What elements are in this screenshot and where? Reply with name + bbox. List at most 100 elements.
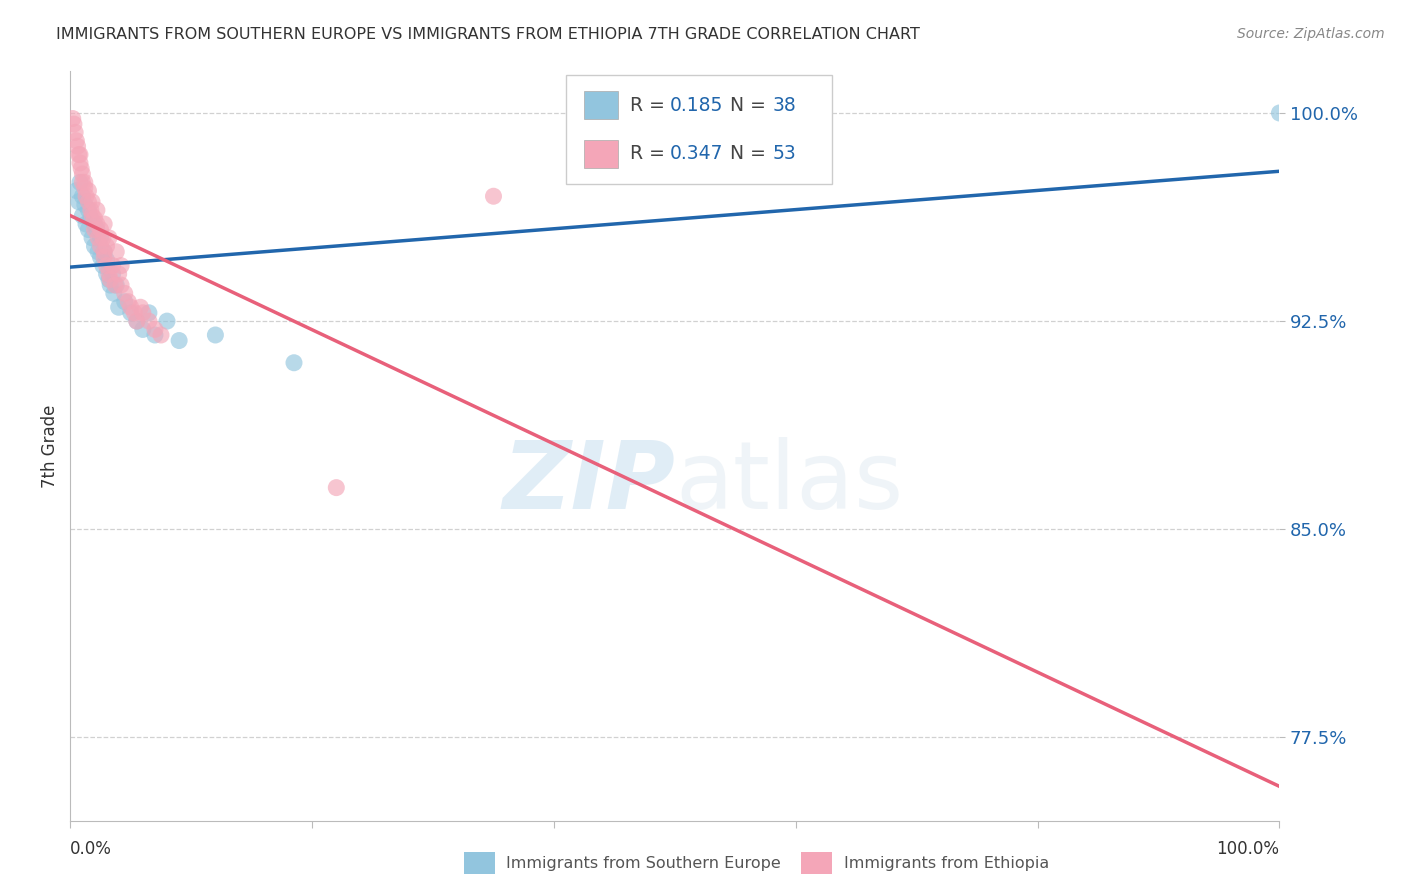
Point xyxy=(132,306,155,320)
Point xyxy=(73,197,96,211)
Point xyxy=(1268,106,1291,120)
Point xyxy=(77,203,100,218)
Text: Source: ZipAtlas.com: Source: ZipAtlas.com xyxy=(1237,27,1385,41)
FancyBboxPatch shape xyxy=(585,139,619,168)
Point xyxy=(90,222,111,236)
Point xyxy=(87,231,110,245)
Point xyxy=(98,278,121,293)
Text: 0.0%: 0.0% xyxy=(70,840,112,858)
Point xyxy=(72,175,94,189)
Point xyxy=(129,300,152,314)
Point xyxy=(132,322,155,336)
Point xyxy=(83,222,105,236)
FancyBboxPatch shape xyxy=(567,75,832,184)
Point xyxy=(77,222,100,236)
Point xyxy=(73,175,96,189)
Point xyxy=(96,259,118,273)
Point xyxy=(77,184,100,198)
Point xyxy=(143,328,166,343)
Point xyxy=(80,194,103,209)
Point xyxy=(110,278,132,293)
Point xyxy=(72,167,94,181)
Point xyxy=(67,194,90,209)
Point xyxy=(107,300,129,314)
Point xyxy=(167,334,190,348)
Text: Immigrants from Southern Europe: Immigrants from Southern Europe xyxy=(506,856,780,871)
Point xyxy=(70,161,93,176)
Point xyxy=(65,184,87,198)
Point xyxy=(83,217,105,231)
Point xyxy=(120,306,142,320)
Point xyxy=(114,286,136,301)
Text: ZIP: ZIP xyxy=(502,437,675,530)
Point xyxy=(120,300,142,314)
Text: 53: 53 xyxy=(773,145,797,163)
Point xyxy=(117,294,139,309)
Point xyxy=(63,117,86,131)
Point xyxy=(482,189,505,203)
Point xyxy=(73,181,96,195)
Point xyxy=(86,203,108,218)
Text: N =: N = xyxy=(718,95,772,115)
Point xyxy=(204,328,226,343)
Point xyxy=(138,314,160,328)
Point xyxy=(86,222,108,236)
Point xyxy=(143,322,166,336)
Point xyxy=(66,139,89,153)
Point xyxy=(83,211,105,226)
Point xyxy=(103,286,125,301)
Text: 100.0%: 100.0% xyxy=(1216,840,1279,858)
Point xyxy=(96,239,118,253)
Point xyxy=(101,259,124,273)
Point xyxy=(98,272,121,286)
Point xyxy=(124,306,146,320)
Point xyxy=(93,250,115,264)
Point xyxy=(110,259,132,273)
Point xyxy=(98,267,121,281)
Point xyxy=(86,217,108,231)
Point xyxy=(69,175,91,189)
Point xyxy=(80,211,103,226)
Point xyxy=(283,356,305,370)
Point xyxy=(91,259,114,273)
Text: R =: R = xyxy=(630,145,671,163)
Point xyxy=(156,314,179,328)
Y-axis label: 7th Grade: 7th Grade xyxy=(41,404,59,488)
Point xyxy=(67,147,90,161)
Point xyxy=(83,239,105,253)
Text: R =: R = xyxy=(630,95,671,115)
FancyBboxPatch shape xyxy=(585,91,619,120)
Text: IMMIGRANTS FROM SOUTHERN EUROPE VS IMMIGRANTS FROM ETHIOPIA 7TH GRADE CORRELATIO: IMMIGRANTS FROM SOUTHERN EUROPE VS IMMIG… xyxy=(56,27,920,42)
Text: N =: N = xyxy=(718,145,772,163)
Text: Immigrants from Ethiopia: Immigrants from Ethiopia xyxy=(844,856,1049,871)
Point xyxy=(105,278,128,293)
Point xyxy=(80,231,103,245)
Point xyxy=(87,244,110,259)
Point xyxy=(138,306,160,320)
Point xyxy=(93,244,115,259)
Point xyxy=(96,253,118,268)
Point xyxy=(90,239,111,253)
Point xyxy=(93,244,115,259)
Point xyxy=(75,217,97,231)
Text: 38: 38 xyxy=(773,95,797,115)
Point xyxy=(125,314,148,328)
Text: atlas: atlas xyxy=(675,437,903,530)
Point xyxy=(114,294,136,309)
Point xyxy=(77,194,100,209)
Point xyxy=(125,314,148,328)
Point xyxy=(62,112,84,126)
Point xyxy=(65,134,87,148)
Point xyxy=(325,481,347,495)
Point xyxy=(90,250,111,264)
Point xyxy=(107,267,129,281)
Point xyxy=(80,209,103,223)
Point xyxy=(93,217,115,231)
Point xyxy=(63,125,86,139)
Point xyxy=(90,231,111,245)
Point xyxy=(101,267,124,281)
Point xyxy=(98,231,121,245)
Point xyxy=(150,328,172,343)
Point xyxy=(104,278,127,293)
Point xyxy=(72,189,94,203)
